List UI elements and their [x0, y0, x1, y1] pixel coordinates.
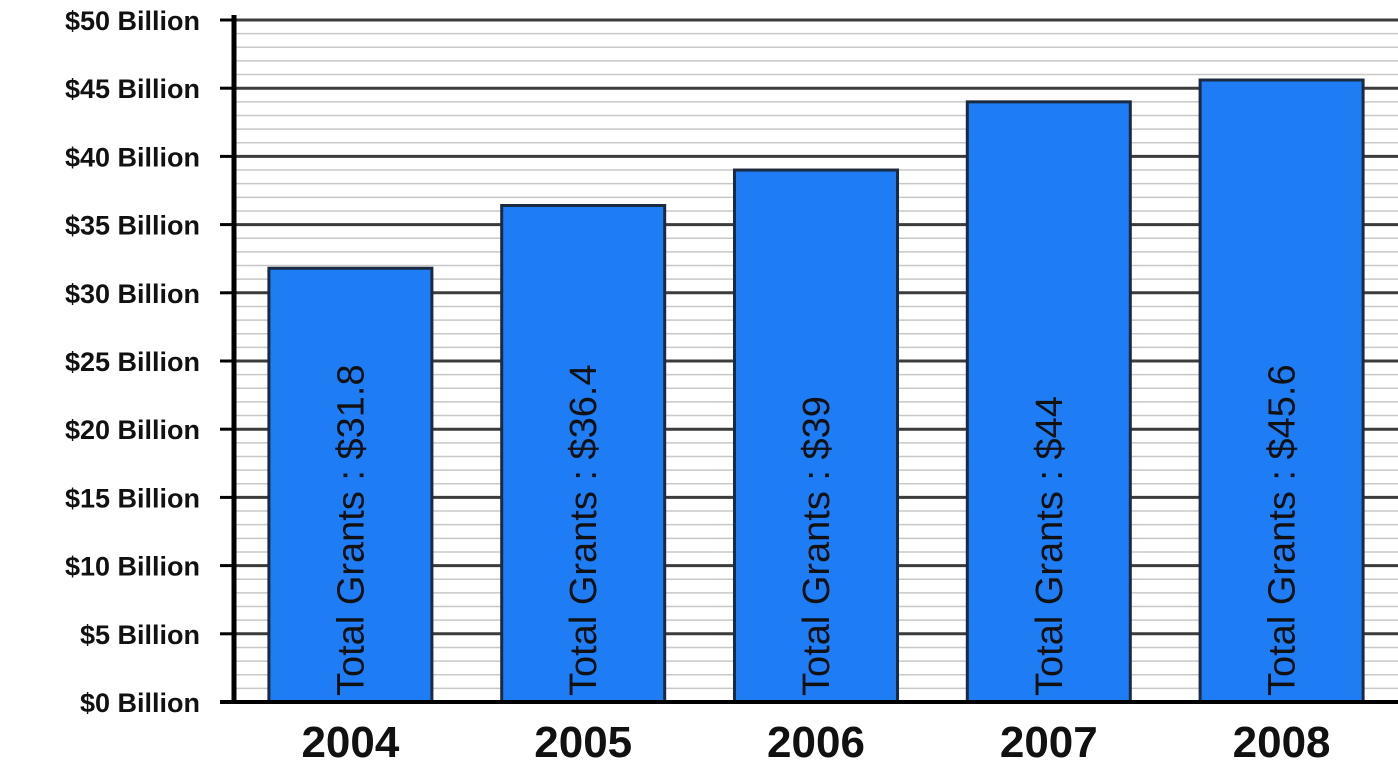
bar-label-2004: Total Grants : $31.8	[330, 364, 372, 696]
y-tick-label: $0 Billion	[80, 688, 200, 718]
bar-2006	[733, 168, 899, 704]
y-tick-label: $20 Billion	[65, 415, 200, 445]
x-tick-label-2005: 2005	[534, 718, 632, 762]
y-tick-label: $45 Billion	[65, 74, 200, 104]
y-tick-label: $30 Billion	[65, 279, 200, 309]
y-tick-label: $10 Billion	[65, 552, 200, 582]
bars	[267, 78, 1365, 704]
x-tick-label-2008: 2008	[1233, 718, 1331, 762]
x-tick-label-2004: 2004	[301, 718, 399, 762]
y-tick-label: $50 Billion	[65, 6, 200, 36]
y-tick-label: $35 Billion	[65, 211, 200, 241]
y-tick-labels: $0 Billion $5 Billion $10 Billion $15 Billi…	[65, 6, 200, 718]
y-tick-label: $40 Billion	[65, 142, 200, 172]
y-tick-label: $5 Billion	[80, 620, 200, 650]
bar-2007	[965, 100, 1132, 704]
bar-labels: Total Grants : $31.8 Total Grants : $36.4…	[330, 364, 1303, 696]
bar-label-2008: Total Grants : $45.6	[1262, 364, 1304, 696]
bar-2004	[267, 266, 434, 704]
y-tick-label: $25 Billion	[65, 347, 200, 377]
axes	[220, 15, 1398, 704]
bar-label-2005: Total Grants : $36.4	[563, 364, 605, 696]
x-tick-labels: 2004 2005 2006 2007 2008	[301, 718, 1330, 762]
bar-2005	[500, 204, 667, 704]
bar-label-2006: Total Grants : $39	[796, 396, 838, 696]
x-tick-label-2006: 2006	[767, 718, 865, 762]
y-tick-label: $15 Billion	[65, 483, 200, 513]
x-tick-label-2007: 2007	[1000, 718, 1098, 762]
bar-label-2007: Total Grants : $44	[1029, 396, 1071, 696]
bar-2008	[1198, 78, 1365, 704]
